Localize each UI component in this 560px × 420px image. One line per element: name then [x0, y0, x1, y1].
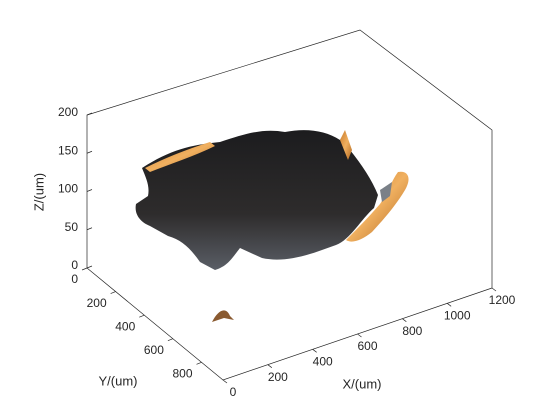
y-tick — [81, 267, 88, 271]
z-tick — [86, 150, 93, 154]
x-tick — [357, 333, 362, 338]
x-tick — [491, 287, 497, 292]
x-tick — [222, 379, 228, 384]
surface-edge — [380, 182, 392, 202]
x-axis-label: X/(um) — [343, 376, 382, 391]
x-tick — [402, 318, 407, 322]
x-tick — [312, 349, 317, 353]
z-tick-label: 0 — [71, 258, 78, 272]
z-axis-label: Z/(um) — [31, 173, 46, 211]
z-tick-label: 100 — [58, 182, 78, 196]
surface-edge — [346, 171, 409, 242]
z-tick-label: 200 — [58, 105, 78, 119]
surface-edge — [340, 130, 352, 160]
y-tick-label: 0 — [71, 272, 78, 286]
box-edge — [86, 267, 493, 381]
surface-fragment — [212, 310, 234, 322]
y-tick — [167, 338, 174, 342]
z-tick-label: 50 — [65, 220, 79, 234]
surface-body — [135, 130, 378, 270]
y-tick-label: 800 — [172, 366, 192, 380]
z-tick — [86, 227, 93, 231]
z-tick — [86, 112, 93, 116]
x-tick-label: 1200 — [489, 293, 516, 307]
y-tick — [110, 291, 116, 294]
y-tick — [139, 314, 145, 318]
x-tick-label: 200 — [268, 370, 288, 384]
x-tick-label: 400 — [313, 355, 333, 369]
y-tick-label: 200 — [87, 296, 107, 310]
surface — [135, 130, 409, 322]
x-tick-label: 1000 — [444, 309, 471, 323]
y-tick-label: 600 — [144, 343, 164, 357]
x-tick-label: 0 — [230, 385, 237, 399]
x-tick — [446, 303, 452, 307]
surface-edge — [145, 142, 215, 172]
box-edge — [86, 29, 493, 288]
y-tick — [196, 361, 202, 365]
y-tick-label: 400 — [115, 319, 135, 333]
x-tick — [267, 364, 273, 368]
z-tick — [86, 189, 93, 192]
z-tick — [86, 265, 93, 269]
y-axis-label: Y/(um) — [99, 373, 138, 388]
x-tick-label: 800 — [402, 324, 422, 338]
x-tick-label: 600 — [357, 339, 377, 353]
z-tick-label: 150 — [58, 143, 78, 157]
